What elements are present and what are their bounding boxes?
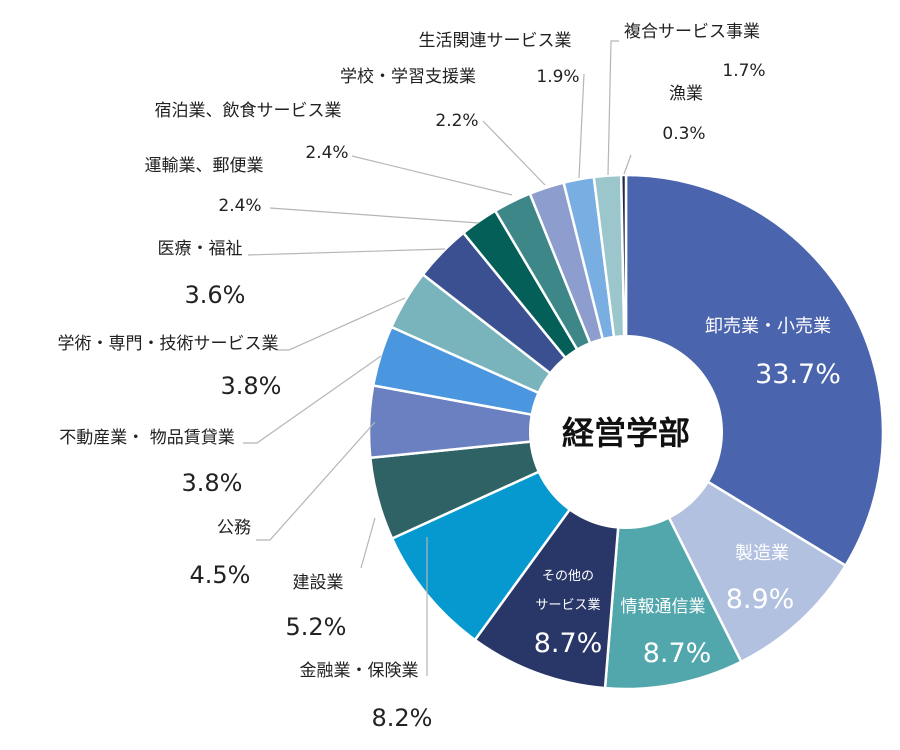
donut-hole — [529, 335, 723, 529]
slice-value-5: 5.2% — [286, 613, 347, 641]
leader-line-12 — [482, 120, 546, 186]
slice-label-2: 情報通信業 — [621, 597, 706, 617]
slice-value-9: 3.6% — [185, 281, 246, 309]
leader-line-7 — [243, 355, 382, 444]
slice-label-7: 不動産業・ 物品賃貸業 — [59, 428, 234, 448]
slice-value-2: 8.7% — [643, 638, 712, 669]
slice-value-7: 3.8% — [182, 469, 243, 497]
slice-label-10: 運輸業、郵便業 — [145, 156, 264, 176]
slice-label-14: 複合サービス事業 — [624, 22, 760, 42]
slice-value-12: 2.2% — [435, 111, 478, 131]
slice-value-6: 4.5% — [190, 561, 251, 589]
slice-value-3: 8.7% — [534, 628, 603, 659]
leader-line-13 — [578, 73, 585, 179]
slice-value-4: 8.2% — [372, 704, 433, 732]
slice-label-3-line-0: その他の — [542, 569, 594, 584]
slice-label-4: 金融業・保険業 — [300, 661, 419, 681]
slice-value-8: 3.8% — [221, 372, 282, 400]
slice-label-0: 卸売業・小売業 — [705, 316, 831, 337]
slice-label-9: 医療・福祉 — [158, 239, 243, 259]
slice-value-15: 0.3% — [662, 124, 705, 144]
slice-value-10: 2.4% — [218, 196, 261, 216]
leader-line-11 — [351, 155, 513, 196]
slice-label-15: 漁業 — [669, 84, 703, 104]
leader-line-14 — [607, 40, 619, 176]
center-label: 経営学部 — [562, 414, 690, 452]
slice-value-0: 33.7% — [755, 359, 841, 390]
leader-line-5 — [360, 517, 376, 569]
slice-label-11: 宿泊業、飲食サービス業 — [155, 101, 342, 121]
leader-line-8 — [277, 297, 406, 351]
slice-label-3-line-1: サービス業 — [535, 597, 600, 613]
slice-label-12: 学校・学習支援業 — [340, 67, 476, 87]
leader-lines-group — [243, 40, 632, 676]
slice-label-6: 公務 — [217, 518, 251, 538]
slice-value-1: 8.9% — [726, 584, 795, 615]
leader-line-6 — [256, 421, 376, 541]
leader-line-9 — [247, 248, 446, 256]
slice-value-14: 1.7% — [722, 61, 765, 81]
slice-label-5: 建設業 — [293, 573, 344, 593]
slice-label-13: 生活関連サービス業 — [419, 31, 572, 51]
slice-value-11: 2.4% — [305, 143, 348, 163]
leader-line-10 — [269, 207, 480, 224]
slice-value-13: 1.9% — [536, 67, 579, 87]
slice-label-1: 製造業 — [735, 543, 789, 564]
leader-line-15 — [623, 154, 632, 175]
slice-label-8: 学術・専門・技術サービス業 — [58, 334, 279, 354]
